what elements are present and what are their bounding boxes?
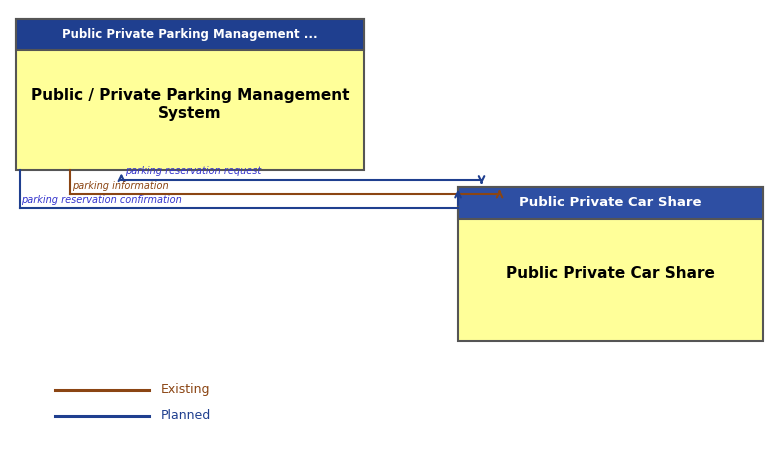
Text: Public Private Car Share: Public Private Car Share (507, 266, 715, 281)
Text: Existing: Existing (161, 383, 210, 396)
Bar (16, 19, 364, 50)
Text: parking information: parking information (72, 181, 168, 191)
Text: Public Private Car Share: Public Private Car Share (519, 196, 702, 209)
Text: parking reservation request: parking reservation request (125, 166, 262, 176)
Text: Planned: Planned (161, 409, 211, 422)
Bar (16, 19, 364, 170)
Text: Public Private Parking Management ...: Public Private Parking Management ... (62, 28, 318, 41)
Bar (458, 187, 763, 341)
Bar (458, 187, 763, 219)
Text: parking reservation confirmation: parking reservation confirmation (21, 195, 182, 205)
Text: Public / Private Parking Management
System: Public / Private Parking Management Syst… (31, 88, 349, 120)
